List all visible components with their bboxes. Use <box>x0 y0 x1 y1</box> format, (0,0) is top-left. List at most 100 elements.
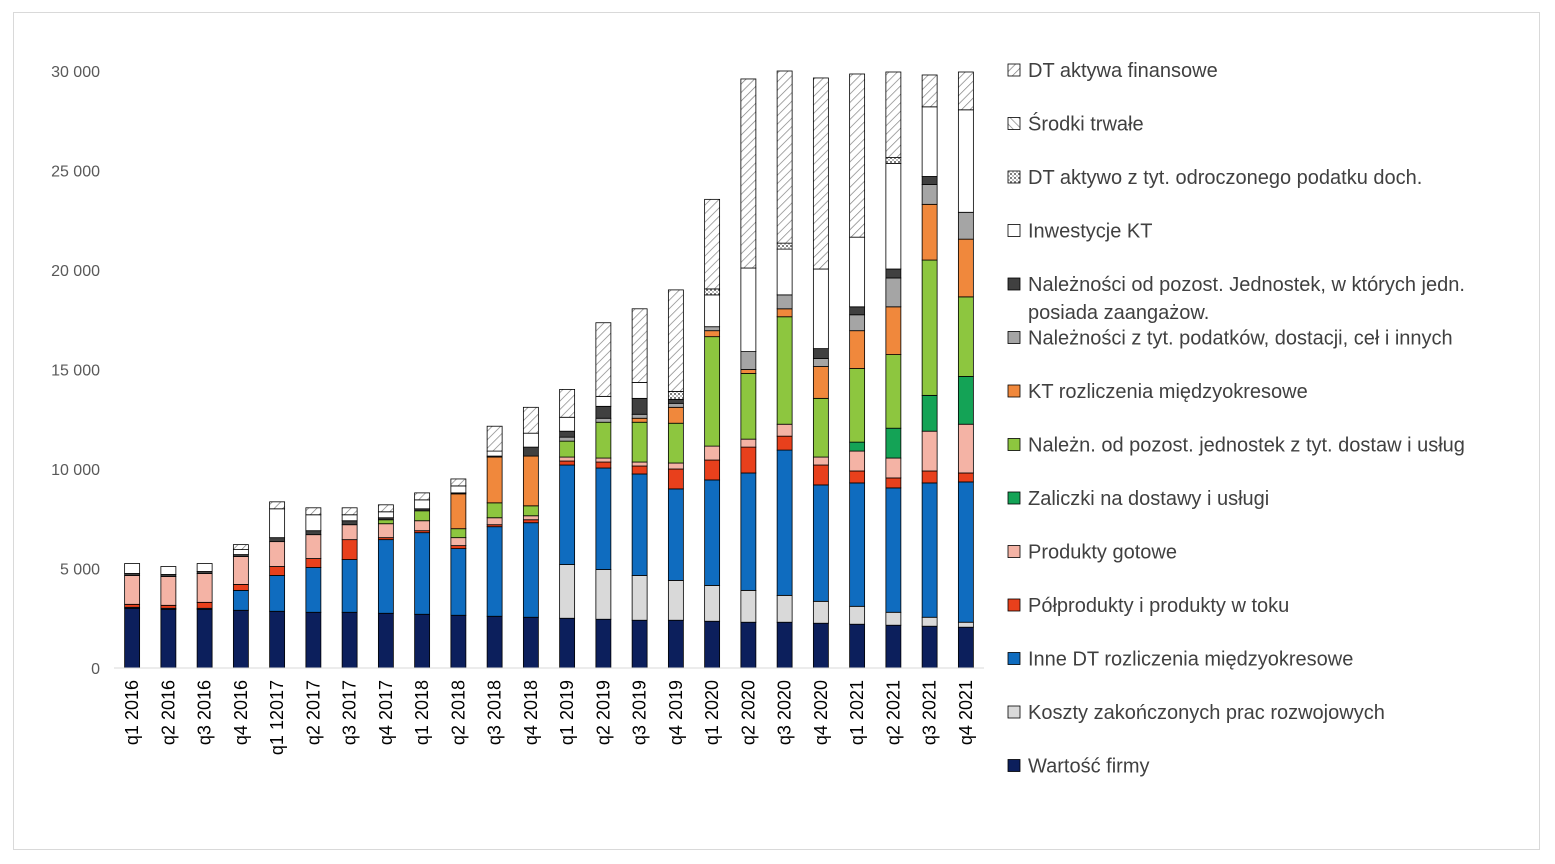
x-tick-label: q4 2021 <box>956 680 976 745</box>
bar-segment <box>486 502 503 519</box>
bar-segment <box>595 322 612 397</box>
bar-segment <box>486 526 503 617</box>
bar-segment <box>776 621 793 669</box>
y-tick-label: 0 <box>91 661 100 678</box>
bar-segment <box>667 422 684 464</box>
x-tick-label: q2 2020 <box>738 680 758 745</box>
bar-segment <box>885 71 902 158</box>
legend-swatch <box>1007 331 1021 344</box>
x-tick-label: q2 2017 <box>303 680 323 745</box>
legend-label: Koszty zakończonych prac rozwojowych <box>1028 702 1385 724</box>
bar-segment <box>812 348 829 359</box>
legend-item: KT rozliczenia międzyokresowe <box>1007 381 1308 403</box>
bar-segment <box>377 539 394 614</box>
legend: DT aktywa finansowe Środki trwałe DT aktyw… <box>1007 60 1465 778</box>
bar-stack <box>631 308 648 669</box>
bar-segment <box>414 492 431 501</box>
bar-segment <box>667 289 684 392</box>
bar-segment <box>885 354 902 429</box>
bar-stack <box>776 70 793 669</box>
bar-segment <box>667 462 684 470</box>
bar-stack <box>522 406 539 669</box>
bar-segment <box>414 499 431 510</box>
bar-segment <box>957 626 974 669</box>
bar-segment <box>595 618 612 669</box>
bar-segment <box>559 456 576 462</box>
bars-group <box>124 70 974 669</box>
bar-segment <box>559 464 576 565</box>
bar-segment <box>849 306 866 316</box>
bar-segment <box>377 523 394 539</box>
bar-segment <box>196 563 213 572</box>
bar-segment <box>559 388 576 418</box>
x-tick-label: q3 2021 <box>920 680 940 745</box>
bar-segment <box>740 267 757 352</box>
legend-item: DT aktywo z tyt. odroczonego podatku doc… <box>1007 167 1422 189</box>
bar-segment <box>957 621 974 628</box>
legend-label: Należn. od pozost. jednostek z tyt. dost… <box>1028 435 1465 457</box>
legend-label: DT aktywo z tyt. odroczonego podatku doc… <box>1028 167 1422 189</box>
bar-segment <box>812 397 829 458</box>
bar-segment <box>921 482 938 618</box>
bar-segment <box>921 394 938 432</box>
legend-item: Inwestycje KT <box>1007 221 1152 243</box>
bar-segment <box>885 477 902 489</box>
bar-segment <box>885 157 902 164</box>
y-axis: 0 5 000 10 000 15 000 20 000 25 000 30 000 <box>51 64 100 678</box>
bar-segment <box>776 242 793 250</box>
bar-segment <box>595 467 612 570</box>
legend-swatch <box>1007 117 1021 130</box>
legend-label: Półprodukty i produkty w toku <box>1028 595 1289 617</box>
bar-segment <box>450 537 467 547</box>
bar-segment <box>559 416 576 432</box>
bar-segment <box>957 211 974 240</box>
bar-segment <box>305 534 322 559</box>
bar-segment <box>414 532 431 615</box>
bar-segment <box>305 530 322 536</box>
bar-segment <box>486 456 503 504</box>
legend-item: Należności od pozost. Jednostek, w który… <box>1007 274 1465 324</box>
bar-segment <box>704 198 721 290</box>
bar-segment <box>667 398 684 404</box>
bar-segment <box>957 109 974 213</box>
bar-stack <box>377 504 394 669</box>
bar-segment <box>921 259 938 396</box>
bar-segment <box>667 468 684 490</box>
bar-segment <box>486 425 503 452</box>
bar-segment <box>486 517 503 526</box>
bar-segment <box>631 421 648 463</box>
bar-segment <box>885 487 902 613</box>
bar-stack <box>559 388 576 669</box>
x-tick-label: q2 2016 <box>158 680 178 745</box>
legend-item: DT aktywa finansowe <box>1007 60 1218 82</box>
bar-segment <box>740 446 757 474</box>
bar-segment <box>704 445 721 461</box>
bar-segment <box>849 368 866 443</box>
bar-segment <box>341 559 358 613</box>
bar-stack <box>740 78 757 669</box>
bar-segment <box>921 106 938 177</box>
x-tick-label: q2 2019 <box>593 680 613 745</box>
bar-segment <box>559 430 576 438</box>
bar-segment <box>812 366 829 399</box>
bar-segment <box>740 369 757 374</box>
legend-swatch <box>1007 545 1021 558</box>
bar-segment <box>486 615 503 669</box>
bar-segment <box>232 556 249 585</box>
x-tick-label: q1 2021 <box>847 680 867 745</box>
x-tick-label: q2 2021 <box>883 680 903 745</box>
bar-segment <box>232 549 249 555</box>
x-tick-label: q3 2020 <box>775 680 795 745</box>
bar-segment <box>740 621 757 669</box>
bar-segment <box>450 528 467 539</box>
bar-segment <box>667 406 684 424</box>
bar-stack <box>667 289 684 669</box>
bar-segment <box>522 455 539 507</box>
bar-segment <box>595 461 612 469</box>
bar-segment <box>704 459 721 481</box>
bar-stack <box>486 425 503 669</box>
legend-swatch <box>1007 491 1021 505</box>
bar-segment <box>305 567 322 613</box>
bar-segment <box>776 594 793 623</box>
bar-segment <box>631 473 648 576</box>
